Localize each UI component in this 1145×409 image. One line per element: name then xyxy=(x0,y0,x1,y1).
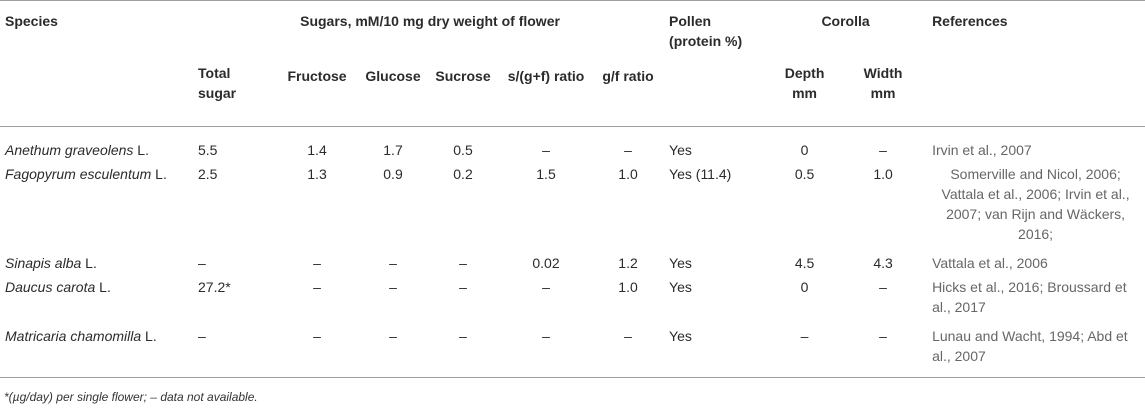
species-header: Species xyxy=(0,0,198,51)
total-cell: 5.5 xyxy=(198,141,218,158)
depth-cell: – xyxy=(800,327,809,344)
table-row: Matricaria chamomilla L. – – – – – – Yes… xyxy=(0,317,1145,377)
sucrose-cell: – xyxy=(459,327,467,344)
sgf-cell: – xyxy=(542,141,550,158)
gf-ratio-header: g/f ratio xyxy=(602,68,654,84)
pollen-cell: Yes xyxy=(669,254,692,271)
total-cell: – xyxy=(198,327,206,344)
total-sugar-line1: Total xyxy=(198,65,231,81)
glucose-cell: 1.7 xyxy=(383,141,403,158)
total-sugar-line2: sugar xyxy=(198,85,237,101)
depth-line2: mm xyxy=(792,85,817,101)
width-header: Width mm xyxy=(842,51,924,126)
sucrose-header: Sucrose xyxy=(435,68,491,84)
depth-cell: 0 xyxy=(800,141,809,158)
reference-cell: Somerville and Nicol, 2006; Vattala et a… xyxy=(941,165,1130,242)
sgf-ratio-header: s/(g+f) ratio xyxy=(507,68,585,84)
pollen-cell: Yes xyxy=(669,278,692,295)
reference-cell: Lunau and Wacht, 1994; Abd et al., 2007 xyxy=(932,327,1128,364)
header-row-1: Species Sugars, mM/10 mg dry weight of f… xyxy=(0,0,1145,51)
pollen-header-line2: (protein %) xyxy=(669,33,743,49)
sucrose-cell: – xyxy=(459,278,467,295)
sucrose-cell: 0.5 xyxy=(453,141,473,158)
total-cell: – xyxy=(198,254,206,271)
gf-cell: 1.2 xyxy=(618,254,638,271)
width-cell: – xyxy=(879,141,887,158)
species-cell: Anethum graveolens L. xyxy=(5,141,149,158)
fructose-cell: 1.4 xyxy=(307,141,327,158)
data-table: Species Sugars, mM/10 mg dry weight of f… xyxy=(0,0,1145,377)
fructose-cell: – xyxy=(313,254,321,271)
reference-cell: Irvin et al., 2007 xyxy=(932,141,1032,158)
glucose-cell: 0.9 xyxy=(383,165,403,182)
sucrose-cell: – xyxy=(459,254,467,271)
reference-cell: Vattala et al., 2006 xyxy=(932,254,1048,271)
width-cell: – xyxy=(879,278,887,295)
sgf-cell: – xyxy=(542,278,550,295)
sgf-cell: 0.02 xyxy=(532,254,560,271)
gf-cell: 1.0 xyxy=(618,165,638,182)
depth-line1: Depth xyxy=(784,65,825,81)
width-cell: 1.0 xyxy=(873,165,893,182)
species-cell: Fagopyrum esculentum L. xyxy=(5,165,167,182)
glucose-cell: – xyxy=(389,254,397,271)
pollen-cell: Yes xyxy=(669,141,692,158)
species-cell: Matricaria chamomilla L. xyxy=(5,327,157,344)
sugars-header: Sugars, mM/10 mg dry weight of flower xyxy=(198,0,663,51)
fructose-cell: – xyxy=(313,278,321,295)
width-cell: 4.3 xyxy=(873,254,893,271)
depth-header: Depth mm xyxy=(767,51,842,126)
width-line1: Width xyxy=(863,65,903,81)
sucrose-cell: 0.2 xyxy=(453,165,473,182)
table-footnote: *(µg/day) per single flower; – data not … xyxy=(4,390,258,404)
sgf-cell: 1.5 xyxy=(536,165,556,182)
sgf-cell: – xyxy=(542,327,550,344)
total-cell: 2.5 xyxy=(198,165,218,182)
width-line2: mm xyxy=(870,85,896,101)
corolla-header: Corolla xyxy=(767,0,925,51)
depth-cell: 0.5 xyxy=(794,165,815,182)
glucose-header: Glucose xyxy=(365,68,421,84)
total-cell: 27.2* xyxy=(198,278,231,295)
glucose-cell: – xyxy=(389,327,397,344)
table-row: Fagopyrum esculentum L. 2.5 1.3 0.9 0.2 … xyxy=(0,160,1145,244)
glucose-cell: – xyxy=(389,278,397,295)
pollen-cell: Yes (11.4) xyxy=(669,165,732,182)
fructose-header: Fructose xyxy=(287,68,347,84)
total-sugar-header: Total sugar xyxy=(198,51,276,126)
table-row: Sinapis alba L. – – – – 0.02 1.2 Yes 4.5… xyxy=(0,244,1145,273)
pollen-header: Pollen (protein %) xyxy=(662,0,768,51)
pollen-header-line1: Pollen xyxy=(669,13,712,29)
gf-cell: – xyxy=(624,141,632,158)
depth-cell: 0 xyxy=(800,278,809,295)
table-row: Daucus carota L. 27.2* – – – – 1.0 Yes 0… xyxy=(0,273,1145,317)
gf-cell: 1.0 xyxy=(618,278,638,295)
species-cell: Sinapis alba L. xyxy=(5,254,97,271)
species-cell: Daucus carota L. xyxy=(5,278,111,295)
table-row: Anethum graveolens L. 5.5 1.4 1.7 0.5 – … xyxy=(0,126,1145,160)
references-header: References xyxy=(924,0,1145,51)
depth-cell: 4.5 xyxy=(794,254,815,271)
width-cell: – xyxy=(879,327,887,344)
fructose-cell: – xyxy=(313,327,321,344)
fructose-cell: 1.3 xyxy=(307,165,327,182)
pollen-cell: Yes xyxy=(669,327,692,344)
reference-cell: Hicks et al., 2016; Broussard et al., 20… xyxy=(932,278,1127,315)
header-row-2: Total sugar Fructose Glucose Sucrose s/(… xyxy=(0,51,1145,126)
gf-cell: – xyxy=(624,327,632,344)
